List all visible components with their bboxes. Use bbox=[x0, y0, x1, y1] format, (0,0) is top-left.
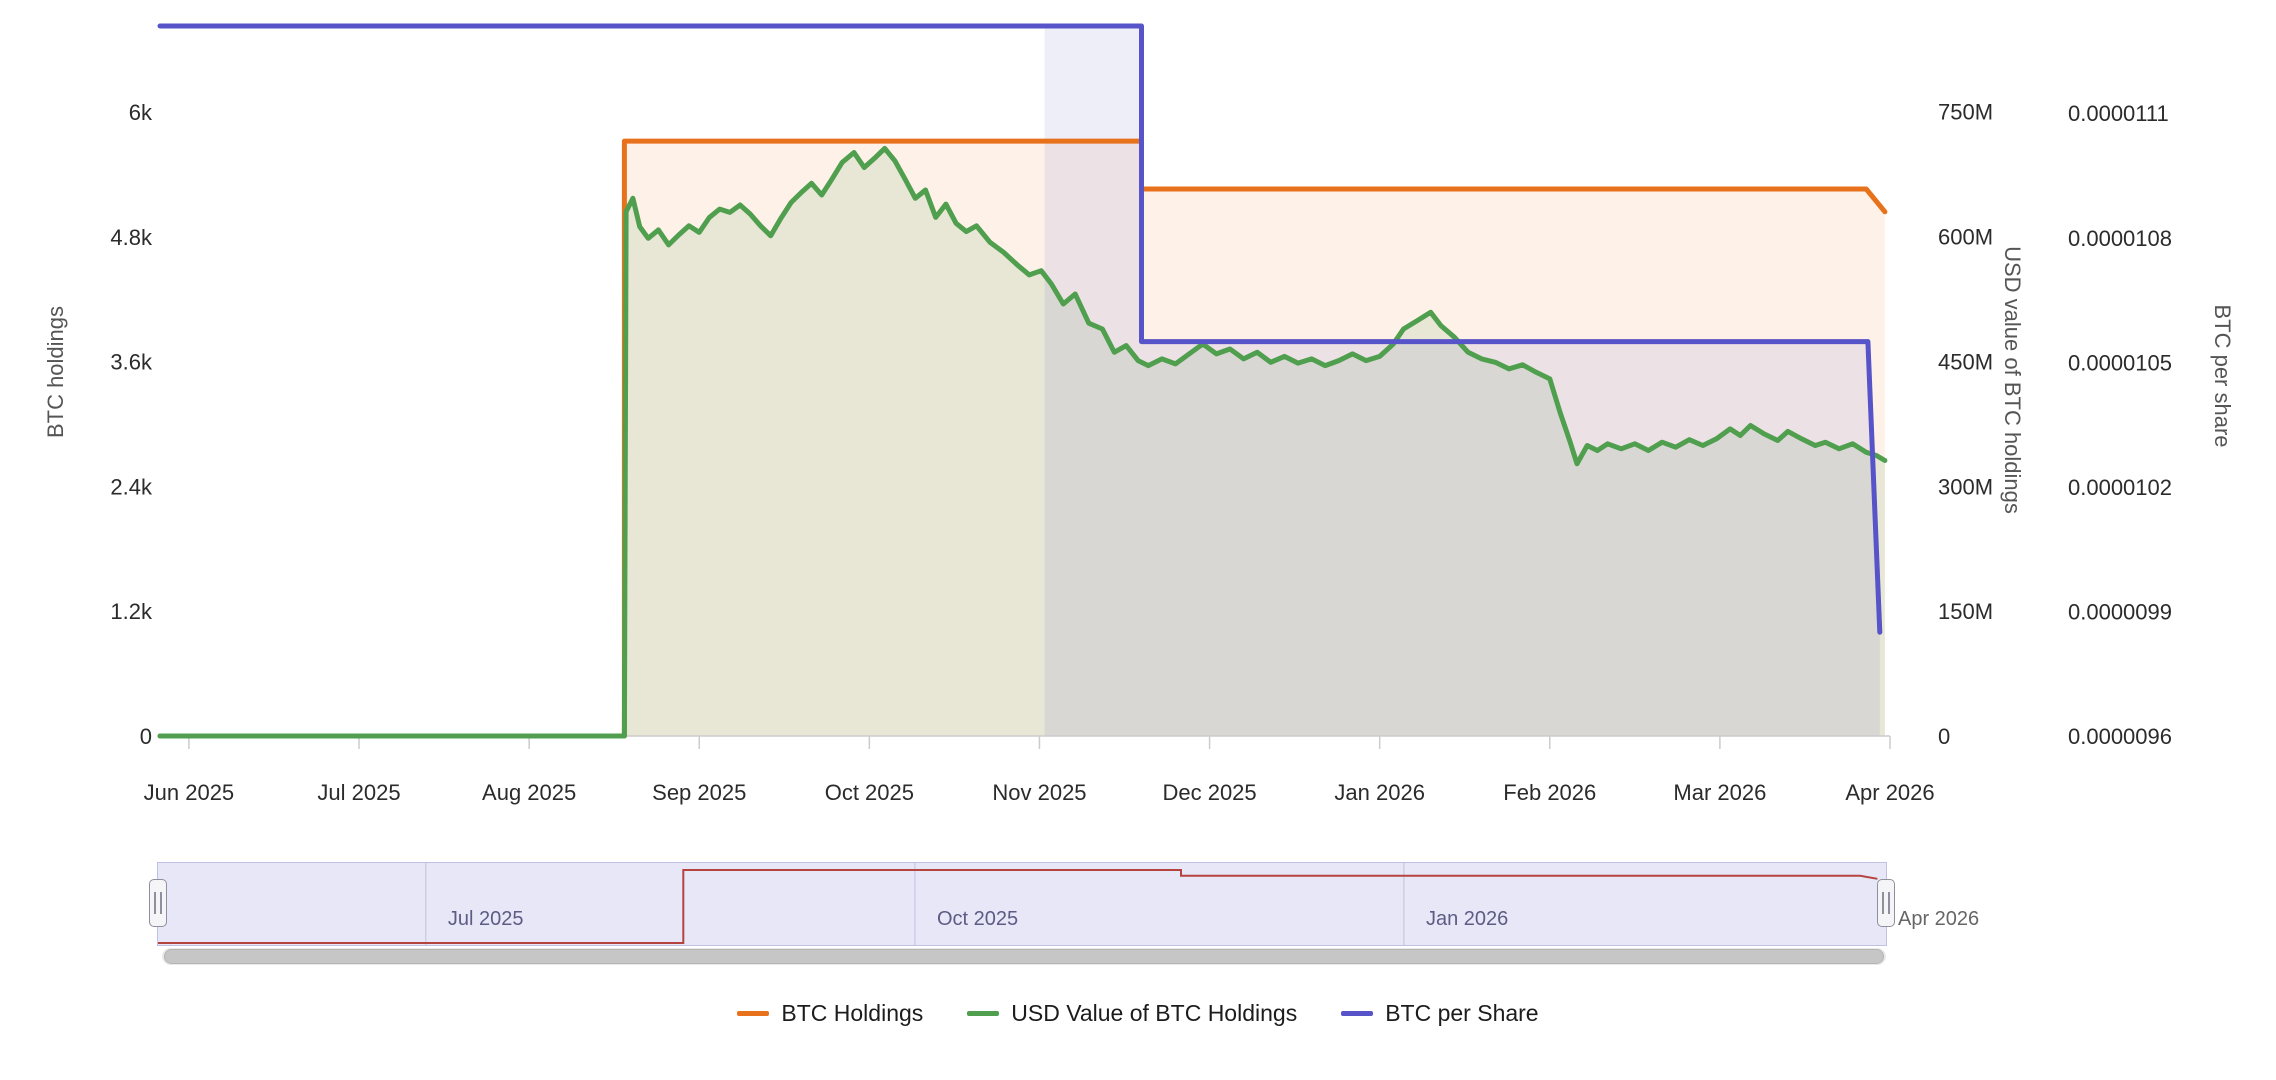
y-tick-label-share: 0.0000105 bbox=[2068, 350, 2172, 375]
y-tick-label-left: 3.6k bbox=[110, 350, 153, 375]
btc-per-share-line[interactable] bbox=[157, 23, 1883, 635]
navigator-left-handle[interactable] bbox=[149, 879, 167, 927]
legend-item-btc-holdings[interactable]: BTC Holdings bbox=[737, 1000, 923, 1027]
x-tick-label: Sep 2025 bbox=[652, 780, 746, 805]
navigator-month-label: Jul 2025 bbox=[447, 908, 524, 930]
navigator-series-line bbox=[158, 869, 1878, 944]
y-tick-label-usd: 300M bbox=[1938, 474, 1993, 499]
usd-value-area bbox=[160, 148, 1885, 736]
y-tick-label-left: 6k bbox=[129, 100, 153, 125]
navigator-month-label: Oct 2025 bbox=[936, 908, 1019, 930]
usd-value-line[interactable] bbox=[157, 145, 1888, 739]
btc-holdings-swatch-icon bbox=[737, 1011, 770, 1016]
main-chart-canvas: Jun 2025 Jul 2025 Aug 2025 Sep 2025 Oct 2025… bbox=[110, 23, 2172, 805]
y-tick-label-usd: 150M bbox=[1938, 599, 1993, 624]
range-navigator[interactable]: Jul 2025 Oct 2025 Jan 2026 bbox=[149, 862, 1895, 946]
y-tick-label-left: 4.8k bbox=[110, 225, 153, 250]
usd-axis-title: USD value of BTC holdings bbox=[2000, 246, 2025, 514]
chart-legend: BTC Holdings USD Value of BTC Holdings B… bbox=[0, 1000, 2276, 1027]
y-tick-label-share: 0.0000111 bbox=[2068, 101, 2169, 126]
scrollbar-thumb[interactable] bbox=[164, 949, 1884, 964]
navigator-end-label: Apr 2026 bbox=[1898, 908, 1980, 930]
x-tick-label: Aug 2025 bbox=[482, 780, 576, 805]
y-tick-label-left: 1.2k bbox=[110, 599, 153, 624]
legend-item-usd-value[interactable]: USD Value of BTC Holdings bbox=[967, 1000, 1297, 1027]
btc-holdings-area bbox=[160, 141, 1885, 737]
navigator-month-label: Jan 2026 bbox=[1425, 908, 1509, 930]
left-axis-title: BTC holdings bbox=[43, 305, 68, 439]
y-tick-label-left: 2.4k bbox=[110, 474, 153, 499]
y-tick-label-usd: 450M bbox=[1938, 349, 1993, 374]
legend-item-btc-per-share[interactable]: BTC per Share bbox=[1341, 1000, 1539, 1027]
legend-label-btc-per-share: BTC per Share bbox=[1385, 1000, 1539, 1026]
btc-per-share-swatch-icon bbox=[1341, 1011, 1374, 1016]
x-tick-label: Mar 2026 bbox=[1673, 780, 1766, 805]
y-tick-label-usd: 600M bbox=[1938, 225, 1993, 250]
x-tick-label: Oct 2025 bbox=[825, 780, 914, 805]
y-tick-label-usd: 750M bbox=[1938, 100, 1993, 125]
y-tick-label-share: 0.0000108 bbox=[2068, 226, 2172, 251]
x-tick-label: Jan 2026 bbox=[1334, 780, 1425, 805]
navigator-right-handle[interactable] bbox=[1877, 879, 1895, 927]
y-tick-label-left: 0 bbox=[140, 724, 152, 749]
y-tick-label-share: 0.0000099 bbox=[2068, 599, 2172, 624]
btc-per-share-area bbox=[1044, 26, 1880, 736]
legend-label-btc-holdings: BTC Holdings bbox=[781, 1000, 924, 1026]
x-tick-label: Jun 2025 bbox=[144, 780, 235, 805]
navigator-scrollbar[interactable] bbox=[162, 948, 1886, 965]
y-tick-label-share: 0.0000102 bbox=[2068, 475, 2172, 500]
x-tick-label: Dec 2025 bbox=[1162, 780, 1256, 805]
usd-value-swatch-icon bbox=[967, 1011, 1000, 1016]
x-tick-label: Jul 2025 bbox=[317, 780, 400, 805]
x-tick-label: Apr 2026 bbox=[1845, 780, 1934, 805]
y-tick-label-share: 0.0000096 bbox=[2068, 724, 2172, 749]
x-tick-label: Nov 2025 bbox=[992, 780, 1086, 805]
navigator-preview-canvas bbox=[158, 863, 1878, 945]
y-tick-label-usd: 0 bbox=[1938, 724, 1950, 749]
x-tick-label: Feb 2026 bbox=[1503, 780, 1596, 805]
share-axis-title: BTC per share bbox=[2210, 304, 2235, 448]
legend-label-usd-value: USD Value of BTC Holdings bbox=[1011, 1000, 1298, 1026]
